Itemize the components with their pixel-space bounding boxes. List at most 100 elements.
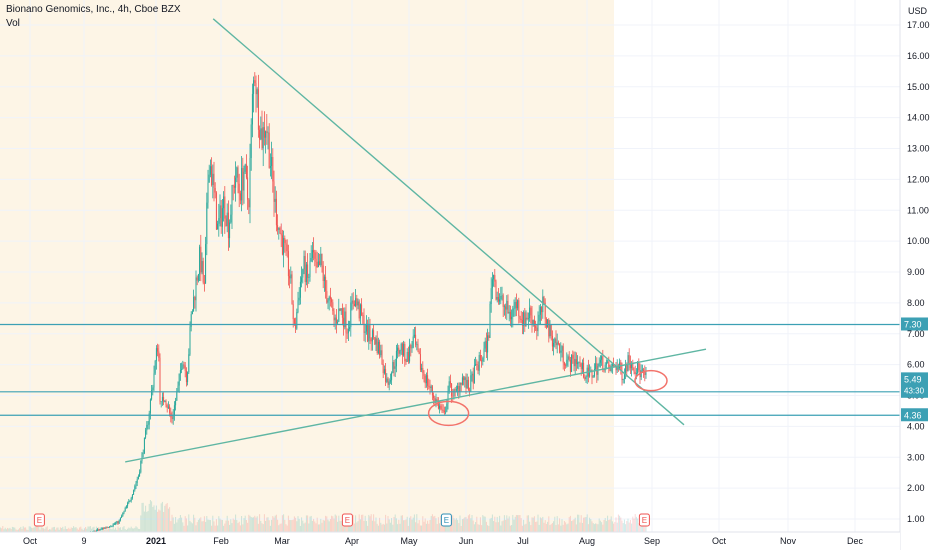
- volume-bar: [353, 523, 355, 532]
- volume-bar: [244, 515, 246, 532]
- candle-body: [225, 218, 227, 227]
- volume-bar: [115, 527, 117, 532]
- volume-bar: [328, 521, 330, 532]
- candle-body: [545, 318, 547, 328]
- volume-bar: [5, 529, 7, 532]
- volume-bar: [532, 517, 534, 532]
- volume-bar: [40, 527, 42, 532]
- candle-body: [394, 366, 396, 369]
- volume-bar: [527, 515, 529, 532]
- candle-body: [415, 334, 417, 345]
- candle-body: [460, 382, 462, 385]
- candle-body: [209, 166, 211, 175]
- candle-body: [575, 359, 577, 364]
- x-tick-label: Jul: [517, 536, 529, 546]
- candle-body: [627, 355, 629, 372]
- candle-body: [494, 275, 496, 282]
- candle-body: [279, 227, 281, 234]
- volume-bar: [605, 521, 607, 532]
- volume-indicator-label: Vol: [6, 18, 20, 29]
- y-tick-label: 14.00: [907, 113, 930, 123]
- event-marker: E: [638, 513, 650, 527]
- volume-bar: [148, 503, 150, 532]
- candle-body: [617, 365, 619, 369]
- volume-bar: [507, 518, 509, 532]
- volume-bar: [245, 519, 247, 532]
- volume-bar: [75, 527, 77, 532]
- volume-bar: [506, 515, 508, 532]
- candle-body: [290, 274, 292, 279]
- candle-body: [585, 376, 587, 380]
- volume-bar: [200, 517, 202, 532]
- candle-body: [469, 390, 471, 392]
- candle-body: [578, 361, 580, 363]
- candle-body: [364, 331, 366, 333]
- annotation-circles: [427, 369, 668, 427]
- candle-body: [319, 261, 321, 266]
- volume-bar: [386, 523, 388, 532]
- candle-body: [537, 321, 539, 332]
- candle-body: [303, 255, 305, 270]
- volume-bar: [57, 527, 59, 532]
- candle-body: [392, 361, 394, 374]
- volume-bar: [495, 522, 497, 532]
- candle-body: [569, 359, 571, 372]
- volume-bar: [257, 523, 259, 532]
- volume-bar: [503, 515, 505, 532]
- volume-bar: [577, 514, 579, 532]
- volume-bar: [143, 511, 145, 532]
- volume-bar: [531, 517, 533, 532]
- volume-bar: [640, 523, 642, 532]
- horizontal-levels[interactable]: [0, 323, 900, 416]
- volume-bar: [610, 516, 612, 532]
- volume-bar: [545, 523, 547, 532]
- volume-bar: [519, 515, 521, 532]
- volume-bar: [316, 517, 318, 532]
- candle-body: [455, 389, 457, 391]
- x-tick-label: Dec: [847, 536, 864, 546]
- y-tick-label: 1.00: [907, 514, 925, 524]
- candle-body: [514, 301, 516, 309]
- candle-body: [430, 386, 432, 388]
- candle-body: [143, 437, 145, 454]
- volume-bar: [335, 515, 337, 532]
- volume-bar: [591, 521, 593, 532]
- candle-body: [107, 527, 109, 528]
- volume-bar: [362, 514, 364, 532]
- volume-bar: [581, 522, 583, 532]
- candle-body: [229, 222, 231, 239]
- volume-bar: [307, 515, 309, 532]
- candle-body: [298, 297, 300, 301]
- volume-bar: [176, 522, 178, 532]
- event-marker-label: E: [444, 516, 449, 525]
- volume-bar: [467, 515, 469, 532]
- x-tick-label: Sep: [644, 536, 660, 546]
- x-tick-label: May: [400, 536, 418, 546]
- volume-bar: [559, 518, 561, 532]
- candle-body: [242, 168, 244, 191]
- volume-bar: [227, 520, 229, 532]
- volume-bar: [629, 519, 631, 532]
- volume-bar: [51, 527, 53, 532]
- volume-bar: [436, 523, 438, 532]
- candle-body: [214, 187, 216, 193]
- volume-bar: [311, 520, 313, 532]
- volume-bar: [331, 515, 333, 532]
- volume-bar: [508, 516, 510, 532]
- volume-bar: [549, 525, 551, 532]
- candle-body: [321, 253, 323, 266]
- volume-bar: [46, 526, 48, 532]
- volume-bar: [325, 515, 327, 532]
- candle-body: [447, 391, 449, 404]
- candle-body: [169, 406, 171, 413]
- volume-bar: [557, 524, 559, 532]
- volume-bar: [171, 514, 173, 532]
- volume-bar: [142, 502, 144, 532]
- volume-bar: [511, 525, 513, 532]
- trendlines[interactable]: [125, 18, 707, 463]
- candle-body: [601, 356, 603, 360]
- candle-body: [316, 262, 318, 268]
- volume-bar: [461, 519, 463, 532]
